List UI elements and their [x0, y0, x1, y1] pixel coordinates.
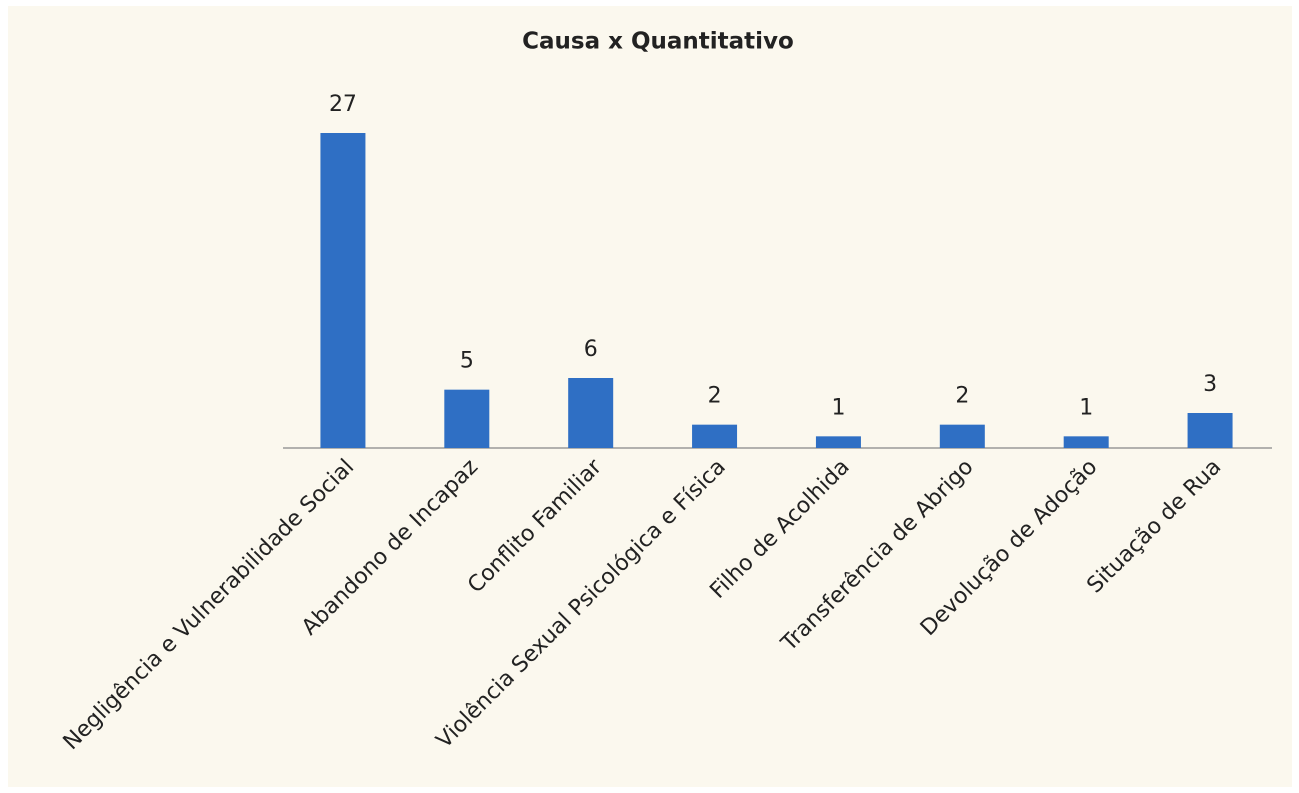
bar — [815, 436, 861, 448]
bar — [568, 378, 614, 448]
bar — [444, 389, 490, 448]
bar — [1187, 413, 1233, 448]
chart-title: Causa x Quantitativo — [522, 29, 794, 55]
data-label: 2 — [955, 384, 969, 409]
data-label: 6 — [584, 337, 598, 362]
bar — [692, 424, 738, 448]
data-label: 27 — [329, 92, 357, 117]
data-label: 5 — [460, 349, 474, 374]
data-label: 1 — [831, 395, 845, 420]
bar — [320, 133, 366, 448]
bar — [1063, 436, 1109, 448]
data-label: 1 — [1079, 395, 1093, 420]
chart-background — [8, 6, 1292, 787]
data-label: 3 — [1203, 372, 1217, 397]
bar — [939, 424, 985, 448]
data-label: 2 — [708, 384, 722, 409]
